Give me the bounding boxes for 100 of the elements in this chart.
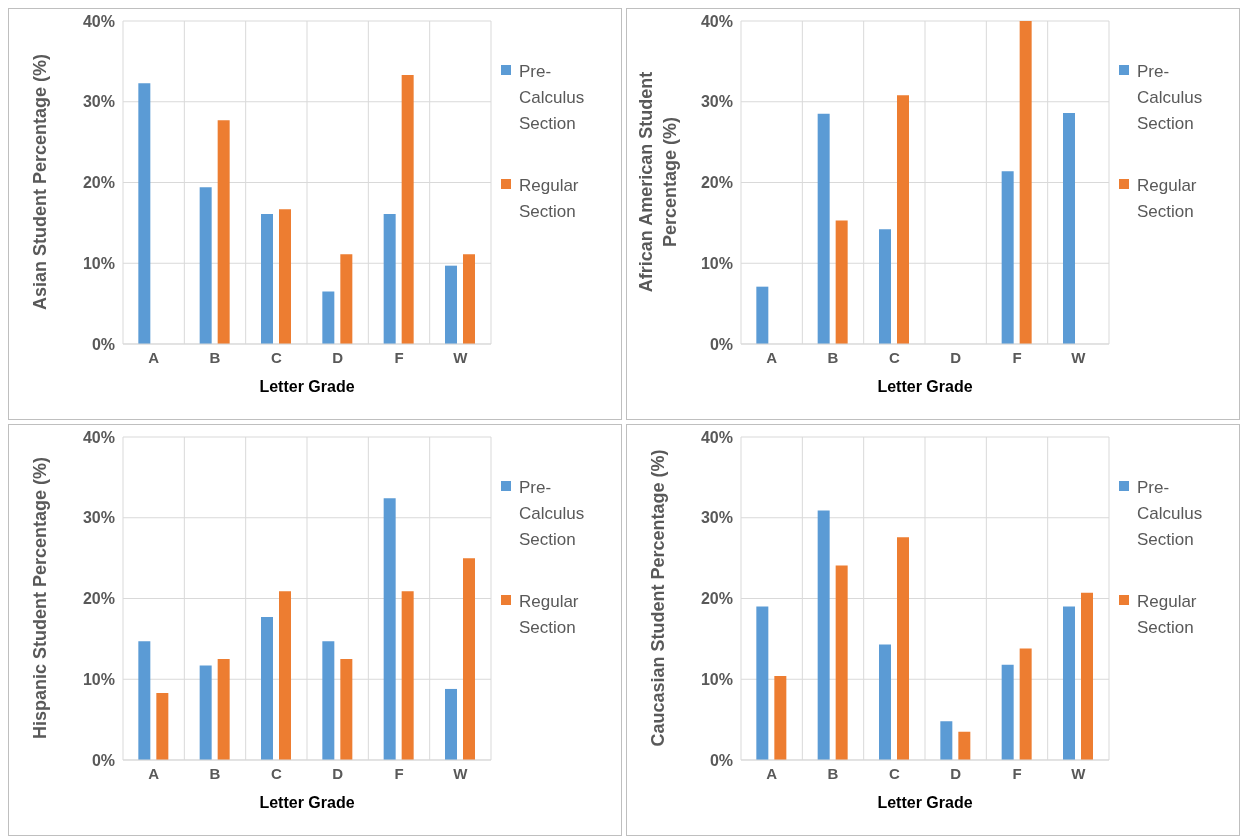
legend-label: Pre-Calculus Section <box>519 477 586 551</box>
y-tick-label: 40% <box>700 428 733 446</box>
x-tick-label: D <box>332 348 344 366</box>
bar <box>835 565 848 760</box>
bar <box>261 213 273 344</box>
y-axis-title: Asian Student Percentage (%) <box>29 52 51 312</box>
x-tick-label: D <box>950 348 962 366</box>
bar <box>940 721 953 760</box>
y-tick-label: 0% <box>91 335 115 353</box>
y-tick-label: 10% <box>700 670 733 688</box>
bar <box>463 558 475 760</box>
y-tick-label: 30% <box>82 93 115 111</box>
y-tick-label: 0% <box>709 335 733 353</box>
bar <box>756 286 769 344</box>
y-tick-label: 20% <box>82 174 115 192</box>
bar <box>958 731 971 760</box>
y-tick-label: 40% <box>82 428 115 446</box>
bar <box>279 591 291 760</box>
bar <box>897 537 909 760</box>
bar <box>340 659 353 760</box>
y-axis-title: Caucasian Student Percentage (%) <box>647 447 669 748</box>
y-tick-label: 10% <box>82 670 115 688</box>
bar <box>217 120 230 344</box>
y-tick-label: 40% <box>700 12 733 30</box>
y-tick-label: 30% <box>700 509 733 527</box>
x-tick-label: F <box>1012 764 1022 782</box>
x-tick-label: A <box>148 348 160 366</box>
bar <box>817 510 830 760</box>
bar <box>1001 171 1014 344</box>
x-tick-label: A <box>766 764 778 782</box>
y-tick-label: 30% <box>700 93 733 111</box>
x-tick-label: B <box>827 764 839 782</box>
bar <box>156 692 169 760</box>
bar <box>879 229 891 344</box>
x-tick-label: B <box>209 764 221 782</box>
legend-label: Regular Section <box>1137 175 1198 223</box>
y-tick-label: 40% <box>82 12 115 30</box>
legend-label: Regular Section <box>1137 591 1198 639</box>
bar <box>1063 606 1075 760</box>
y-tick-label: 20% <box>82 590 115 608</box>
x-tick-label: D <box>332 764 344 782</box>
y-tick-label: 0% <box>91 751 115 769</box>
x-tick-label: D <box>950 764 962 782</box>
x-tick-label: F <box>394 348 404 366</box>
x-axis-title: Letter Grade <box>877 378 973 395</box>
bar <box>401 75 414 344</box>
bar <box>138 641 151 760</box>
x-tick-label: F <box>1012 348 1022 366</box>
y-tick-label: 20% <box>700 174 733 192</box>
bar <box>817 113 830 344</box>
bar <box>199 665 212 760</box>
x-tick-label: B <box>827 348 839 366</box>
x-tick-label: C <box>270 348 282 366</box>
bar <box>445 688 457 760</box>
legend-label: Regular Section <box>519 591 580 639</box>
y-tick-label: 30% <box>82 509 115 527</box>
bar <box>1063 113 1075 344</box>
bar <box>1081 592 1093 760</box>
bar <box>1019 21 1032 344</box>
x-axis-title: Letter Grade <box>877 794 973 811</box>
x-tick-label: W <box>1071 764 1087 782</box>
x-axis-title: Letter Grade <box>259 794 355 811</box>
legend-label: Pre-Calculus Section <box>1137 477 1204 551</box>
legend-label: Regular Section <box>519 175 580 223</box>
x-tick-label: A <box>148 764 160 782</box>
x-tick-label: W <box>453 348 469 366</box>
x-tick-label: F <box>394 764 404 782</box>
bar <box>1001 664 1014 760</box>
y-tick-label: 10% <box>82 254 115 272</box>
y-tick-label: 20% <box>700 590 733 608</box>
bar <box>835 220 848 344</box>
bar <box>756 606 769 760</box>
bar <box>463 254 475 344</box>
bar <box>401 591 414 760</box>
bar <box>138 83 151 344</box>
x-tick-label: B <box>209 348 221 366</box>
y-tick-label: 0% <box>709 751 733 769</box>
bar <box>279 209 291 344</box>
y-tick-label: 10% <box>700 254 733 272</box>
x-tick-label: W <box>453 764 469 782</box>
bar <box>199 187 212 344</box>
bar <box>217 659 230 760</box>
bar <box>383 498 396 760</box>
bar <box>322 641 335 760</box>
x-tick-label: C <box>888 348 900 366</box>
legend-label: Pre-Calculus Section <box>519 61 586 135</box>
bar <box>322 291 335 344</box>
bar <box>774 676 787 760</box>
x-tick-label: C <box>888 764 900 782</box>
bar <box>383 213 396 344</box>
legend-label: Pre-Calculus Section <box>1137 61 1204 135</box>
x-tick-label: A <box>766 348 778 366</box>
bar <box>897 95 909 344</box>
x-tick-label: W <box>1071 348 1087 366</box>
bar <box>445 265 457 344</box>
x-axis-title: Letter Grade <box>259 378 355 395</box>
y-axis-title: African American Student Percentage (%) <box>635 70 681 294</box>
bar <box>340 254 353 344</box>
bar <box>1019 648 1032 760</box>
bar <box>879 644 891 760</box>
